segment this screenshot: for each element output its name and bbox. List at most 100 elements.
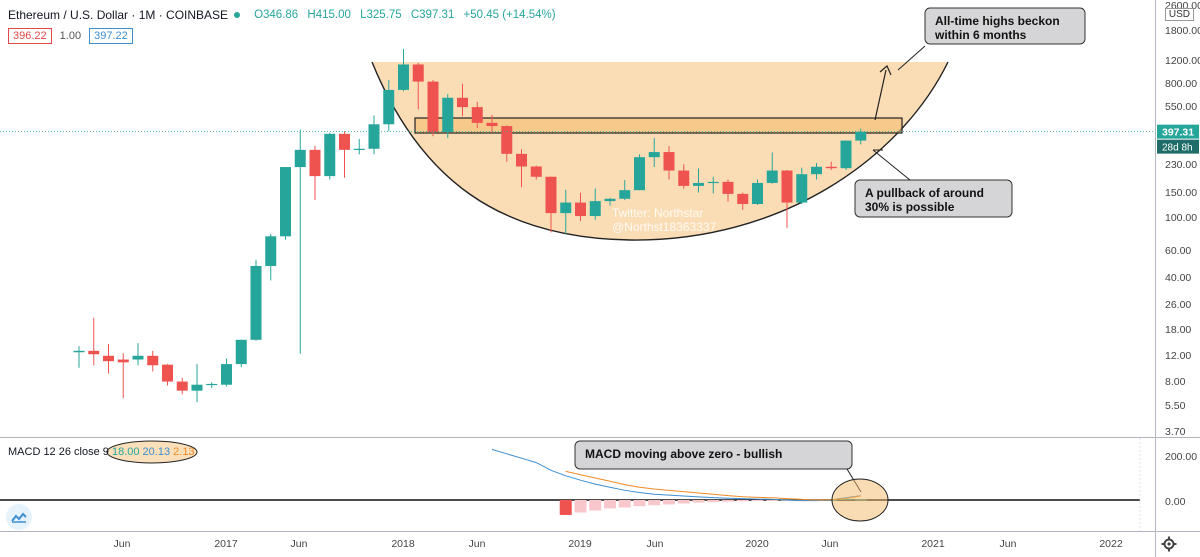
candle-body <box>781 170 793 203</box>
candle <box>855 128 867 145</box>
candle-body <box>530 166 542 177</box>
candle <box>781 169 793 228</box>
candle <box>752 179 763 206</box>
spread-value: 1.00 <box>59 30 82 42</box>
candle-body <box>501 126 513 154</box>
price-tick-label: 26.00 <box>1165 299 1191 311</box>
time-tick-label: Jun <box>114 538 131 550</box>
candle-body <box>412 64 424 82</box>
macd-hist-bar <box>604 500 616 509</box>
candle <box>486 114 498 133</box>
candle <box>353 138 365 155</box>
signal-line <box>565 470 861 501</box>
time-tick-label: 2018 <box>391 538 415 550</box>
ohlc-open: O346.86 <box>254 9 299 21</box>
time-tick-label: 2019 <box>568 538 592 550</box>
candle-body <box>103 355 114 362</box>
watermark-line-1: Twitter: Northstar <box>612 206 703 220</box>
candle <box>575 192 586 222</box>
candle-body <box>796 174 808 203</box>
price-tick-label: 150.00 <box>1165 187 1197 199</box>
candle <box>368 115 380 155</box>
candle-body <box>722 181 734 194</box>
candle-body <box>693 182 704 186</box>
candle <box>162 364 173 386</box>
candle <box>560 189 572 234</box>
last-price-badge <box>1157 124 1199 139</box>
candle-body <box>560 202 572 214</box>
macd-callout: MACD moving above zero - bullish <box>574 440 853 470</box>
candle-body <box>766 170 778 183</box>
buy-price-button[interactable]: 397.22 <box>89 28 133 44</box>
candles <box>73 49 867 403</box>
candle-body <box>309 149 321 177</box>
time-tick-label: 2021 <box>921 538 945 550</box>
candle <box>176 377 188 395</box>
candle-body <box>353 148 365 150</box>
candle <box>206 382 218 389</box>
countdown-badge <box>1157 139 1199 154</box>
candle <box>722 179 734 202</box>
candle-body <box>442 97 454 133</box>
macd-label[interactable]: MACD 12 26 close 9 <box>8 446 109 458</box>
countdown-label: 28d 8h <box>1162 143 1193 154</box>
pullback-callout-box <box>854 179 1013 218</box>
candle <box>294 129 306 354</box>
candle <box>265 233 277 281</box>
time-tick-label: 2022 <box>1099 538 1123 550</box>
candle-body <box>707 181 719 184</box>
macd-line <box>491 448 861 502</box>
candle-body <box>324 133 336 177</box>
candle <box>191 364 203 403</box>
candle <box>471 101 483 129</box>
candle <box>309 145 321 201</box>
pullback-callout-text: A pullback of around <box>865 186 984 200</box>
macd-legend-highlight <box>106 440 198 464</box>
candle <box>796 167 808 205</box>
candle <box>147 350 159 372</box>
candle <box>825 161 837 170</box>
macd-hist-bar <box>766 500 779 501</box>
candle-body <box>678 170 690 186</box>
candle <box>811 162 822 180</box>
candle <box>457 83 468 117</box>
candle-body <box>604 198 616 202</box>
candle <box>501 125 513 162</box>
candle <box>516 149 527 188</box>
macd-tick-label: 0.00 <box>1165 496 1186 508</box>
macd-value-3: 2.13 <box>173 446 195 458</box>
macd-hist-bar <box>648 500 661 506</box>
cup-arc <box>371 61 949 241</box>
candle-body <box>88 350 100 355</box>
candle-body <box>855 131 867 141</box>
candle <box>221 358 232 387</box>
candle <box>117 353 129 399</box>
candle-body <box>545 176 557 214</box>
macd-hist-bar <box>677 500 690 504</box>
candle <box>840 140 852 170</box>
ath-pointer <box>897 45 926 71</box>
candle <box>678 164 690 189</box>
tradingview-logo-icon[interactable] <box>6 504 32 530</box>
currency-tag[interactable]: USD <box>1164 8 1194 21</box>
symbol-title[interactable]: Ethereum / U.S. Dollar · 1M · COINBASE <box>8 8 229 22</box>
ath-arrow-head <box>879 65 892 76</box>
candle <box>442 94 454 139</box>
price-tick-label: 5.50 <box>1165 400 1186 412</box>
price-tick-label: 18.00 <box>1165 324 1191 336</box>
time-tick-label: Jun <box>822 538 839 550</box>
macd-hist-bar <box>751 500 764 502</box>
ohlc-high: H415.00 <box>307 9 351 21</box>
candle-body <box>265 236 277 266</box>
macd-tick-label: 200.00 <box>1165 451 1197 463</box>
symbol-legend: Ethereum / U.S. Dollar · 1M · COINBASE O… <box>8 6 562 24</box>
candle <box>383 80 395 132</box>
gear-icon[interactable] <box>1160 535 1178 553</box>
candle-body <box>634 157 645 191</box>
sell-price-button[interactable]: 396.22 <box>8 28 52 44</box>
candle <box>427 80 439 137</box>
macd-hist-bar <box>707 500 720 503</box>
candle <box>589 188 601 220</box>
price-tick-label: 1800.00 <box>1165 25 1200 37</box>
